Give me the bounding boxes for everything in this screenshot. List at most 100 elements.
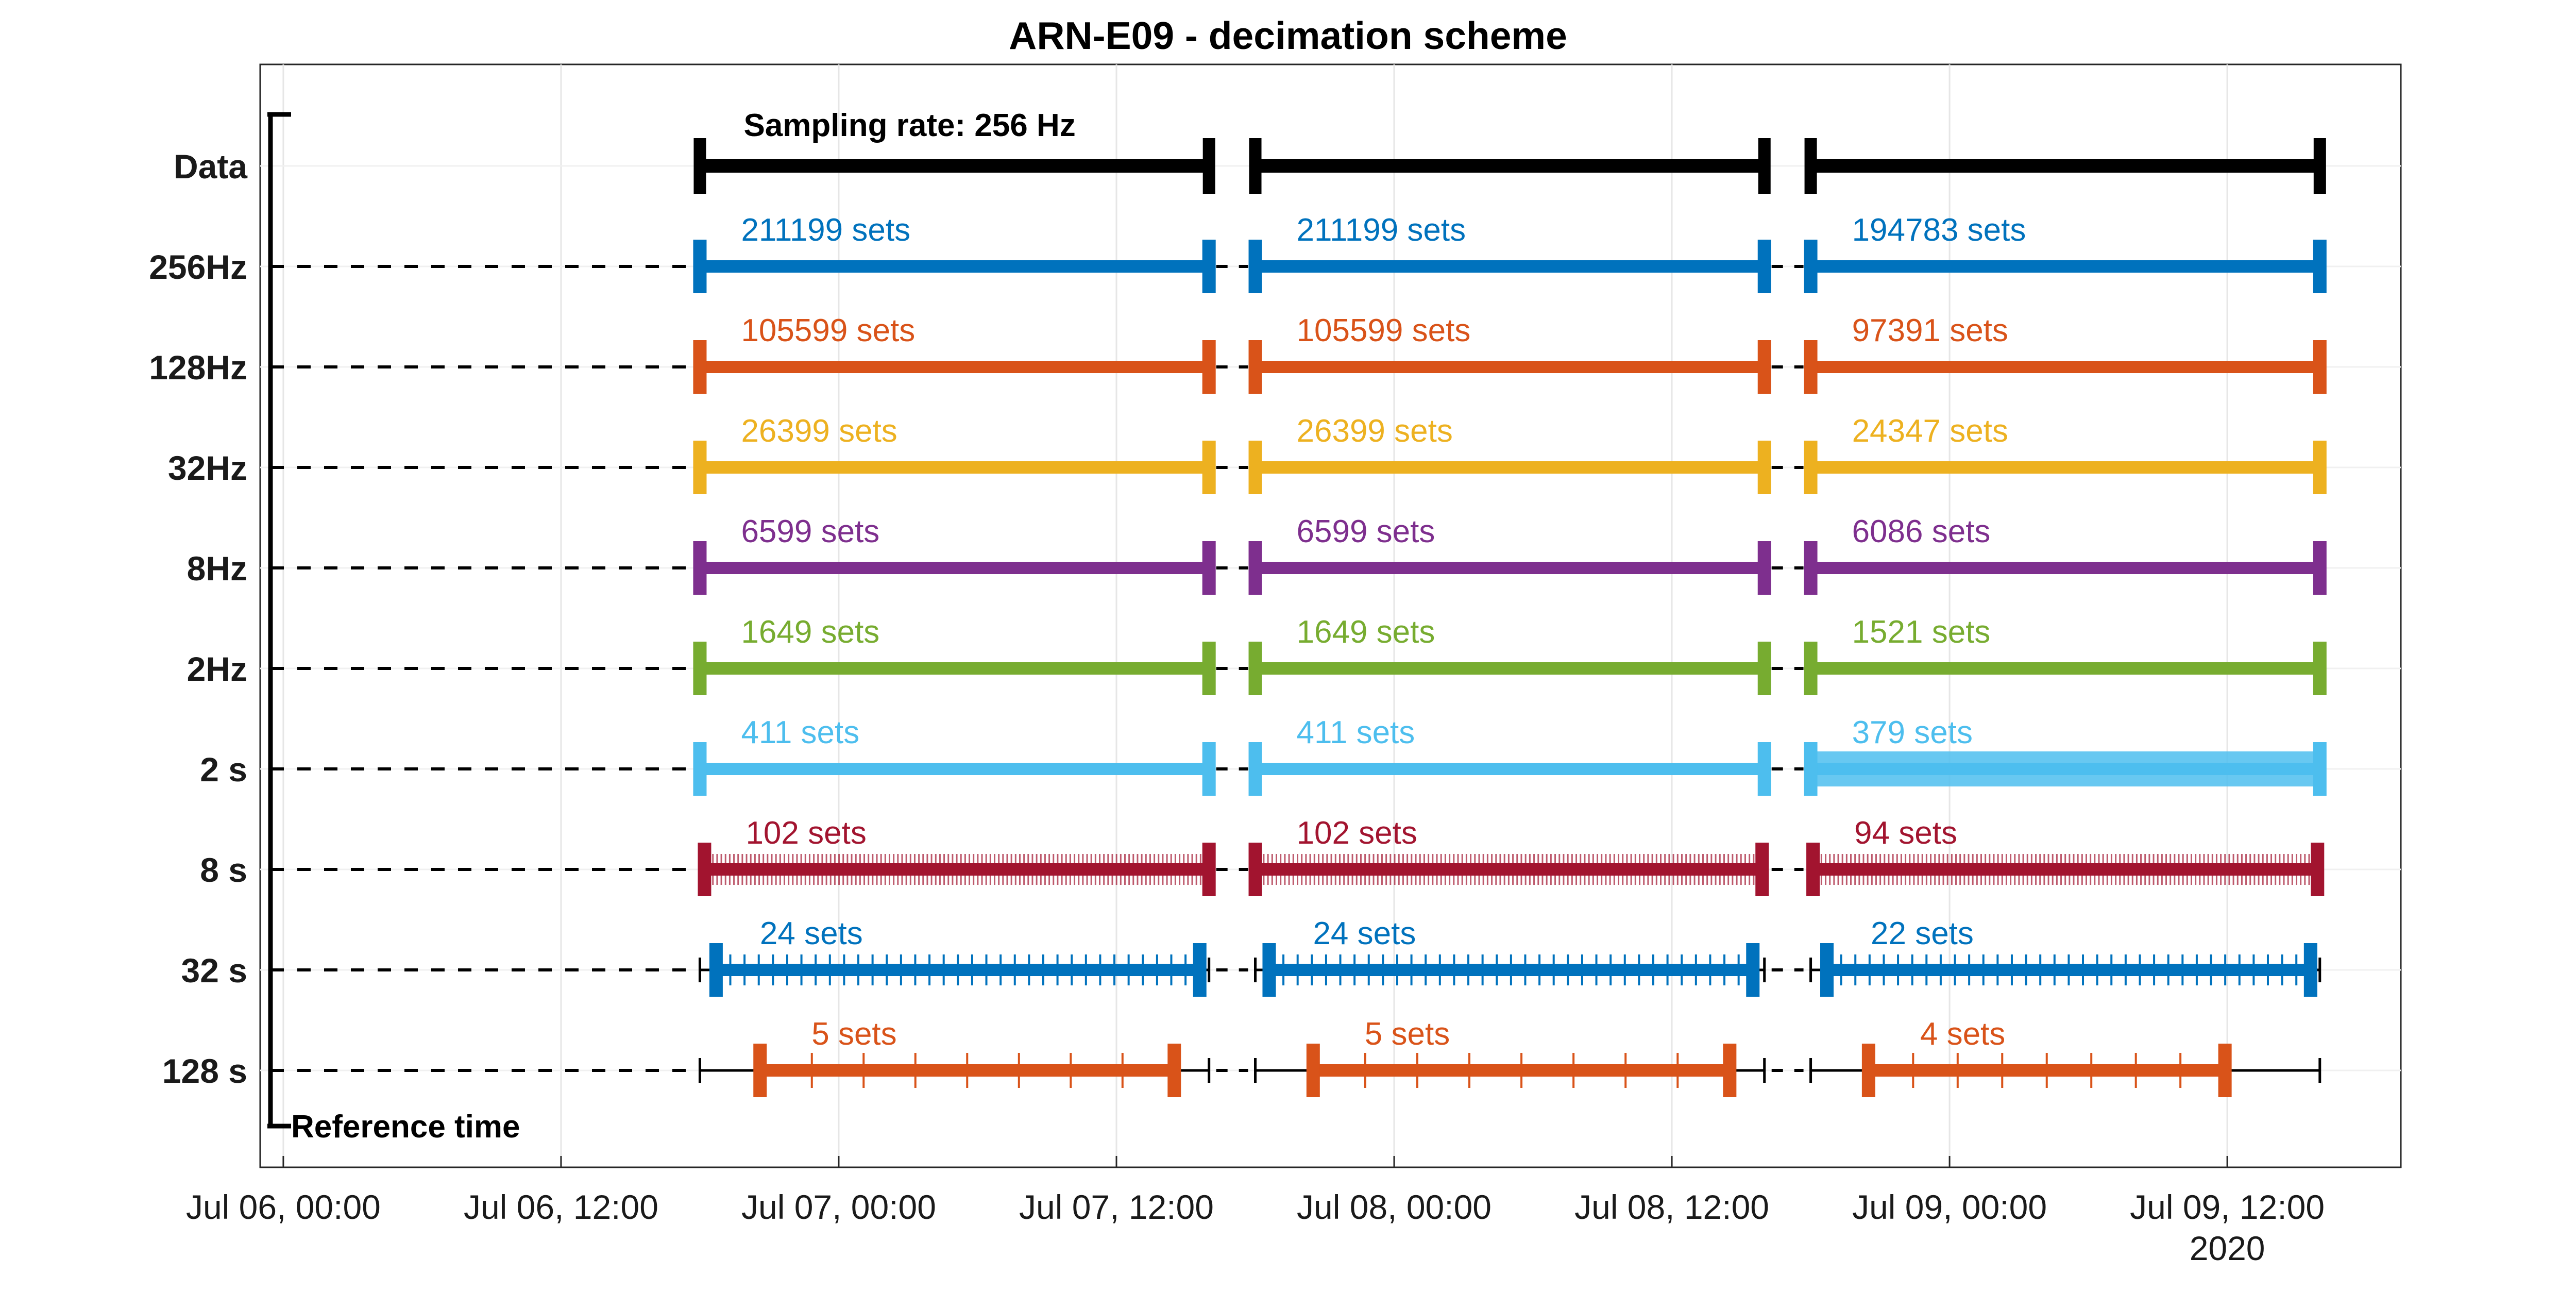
series-sets-label: 24 sets xyxy=(1313,916,1416,951)
series-sets-label: 26399 sets xyxy=(741,413,897,449)
series-endcap xyxy=(1804,138,1817,194)
series-endcap xyxy=(1757,441,1771,494)
series-sets-label: 94 sets xyxy=(1854,815,1957,851)
series-endcap xyxy=(1202,340,1216,394)
series-sets-label: 6599 sets xyxy=(1297,514,1435,549)
series-endcap xyxy=(1757,642,1771,695)
y-category-label: 32 s xyxy=(181,951,247,990)
series-endcap xyxy=(1757,742,1771,796)
series-endcap xyxy=(1804,541,1818,595)
x-tick-label: Jul 06, 00:00 xyxy=(186,1188,381,1226)
sampling-rate-label: Sampling rate: 256 Hz xyxy=(743,108,1075,143)
series-endcap xyxy=(693,541,707,595)
x-tick-label: Jul 06, 12:00 xyxy=(464,1188,658,1226)
y-category-label: 32Hz xyxy=(168,449,247,487)
series-endcap xyxy=(753,1044,767,1097)
series-endcap xyxy=(1248,642,1262,695)
series-endcap xyxy=(1202,642,1216,695)
series-sets-label: 102 sets xyxy=(745,815,866,851)
series-endcap xyxy=(693,240,707,293)
series-endcap xyxy=(2313,742,2327,796)
series-endcap xyxy=(1248,541,1262,595)
y-category-label: 128Hz xyxy=(149,348,247,387)
series-endcap xyxy=(1804,441,1818,494)
series-endcap xyxy=(1202,541,1216,595)
series-endcap xyxy=(1248,742,1262,796)
series-endcap xyxy=(1820,943,1834,997)
x-tick-label: Jul 09, 00:00 xyxy=(1852,1188,2047,1226)
series-endcap xyxy=(2303,943,2317,997)
series-endcap xyxy=(2218,1044,2232,1097)
series-sets-label: 105599 sets xyxy=(741,313,915,348)
series-sets-label: 6599 sets xyxy=(741,514,879,549)
series-endcap xyxy=(693,642,707,695)
series-endcap xyxy=(1861,1044,1875,1097)
series-endcap xyxy=(1202,441,1216,494)
series-band xyxy=(1810,751,2320,786)
y-category-label: 8Hz xyxy=(187,549,247,588)
series-sets-label: 26399 sets xyxy=(1297,413,1453,449)
chart-title: ARN-E09 - decimation scheme xyxy=(1009,14,1567,57)
x-tick-label: Jul 07, 12:00 xyxy=(1019,1188,1214,1226)
series-endcap xyxy=(1202,843,1216,896)
series-endcap xyxy=(2313,138,2326,194)
series-endcap xyxy=(1248,240,1262,293)
series-endcap xyxy=(1806,843,1820,896)
series-sets-label: 1521 sets xyxy=(1852,614,1991,650)
series-endcap xyxy=(1746,943,1760,997)
series-sets-label: 97391 sets xyxy=(1852,313,2008,348)
series-endcap xyxy=(1262,943,1276,997)
y-category-label: 256Hz xyxy=(149,248,247,286)
series-sets-label: 411 sets xyxy=(741,715,859,750)
series-sets-label: 411 sets xyxy=(1297,715,1415,750)
series-endcap xyxy=(2313,240,2327,293)
series-endcap xyxy=(1757,541,1771,595)
series-endcap xyxy=(1248,340,1262,394)
series-endcap xyxy=(2313,642,2327,695)
series-sets-label: 105599 sets xyxy=(1297,313,1471,348)
series-sets-label: 4 sets xyxy=(1920,1016,2005,1052)
x-tick-label: Jul 08, 12:00 xyxy=(1574,1188,1769,1226)
series-endcap xyxy=(2313,441,2327,494)
series-sets-label: 211199 sets xyxy=(741,212,910,248)
series-endcap xyxy=(1202,138,1215,194)
series-endcap xyxy=(1758,138,1771,194)
series-sets-label: 1649 sets xyxy=(1297,614,1435,650)
series-sets-label: 24347 sets xyxy=(1852,413,2008,449)
series-endcap xyxy=(1757,240,1771,293)
series-endcap xyxy=(693,340,707,394)
series-endcap xyxy=(2311,843,2325,896)
y-category-label: 2Hz xyxy=(187,650,247,688)
series-sets-label: 5 sets xyxy=(811,1016,896,1052)
y-category-label: 8 s xyxy=(200,851,247,889)
series-endcap xyxy=(1755,843,1769,896)
series-endcap xyxy=(1723,1044,1737,1097)
series-sets-label: 194783 sets xyxy=(1852,212,2026,248)
series-endcap xyxy=(1202,742,1216,796)
x-tick-label: Jul 08, 00:00 xyxy=(1297,1188,1492,1226)
series-endcap xyxy=(1248,843,1262,896)
series-endcap xyxy=(709,943,723,997)
x-year-label: 2020 xyxy=(2190,1229,2265,1267)
x-tick-label: Jul 07, 00:00 xyxy=(741,1188,936,1226)
series-endcap xyxy=(693,441,707,494)
series-sets-label: 22 sets xyxy=(1871,916,1974,951)
series-sets-label: 6086 sets xyxy=(1852,514,1991,549)
series-endcap xyxy=(1202,240,1216,293)
series-sets-label: 24 sets xyxy=(760,916,863,951)
series-endcap xyxy=(1249,138,1262,194)
series-endcap xyxy=(1306,1044,1320,1097)
plot-frame xyxy=(259,63,2402,1168)
series-endcap xyxy=(693,742,707,796)
series-sets-label: 5 sets xyxy=(1365,1016,1450,1052)
series-endcap xyxy=(698,843,711,896)
series-endcap xyxy=(1804,240,1818,293)
series-endcap xyxy=(1804,642,1818,695)
series-endcap xyxy=(1804,742,1818,796)
series-endcap xyxy=(1193,943,1207,997)
series-endcap xyxy=(1167,1044,1181,1097)
series-endcap xyxy=(1757,340,1771,394)
series-sets-label: 102 sets xyxy=(1297,815,1417,851)
y-category-label: 2 s xyxy=(200,750,247,789)
